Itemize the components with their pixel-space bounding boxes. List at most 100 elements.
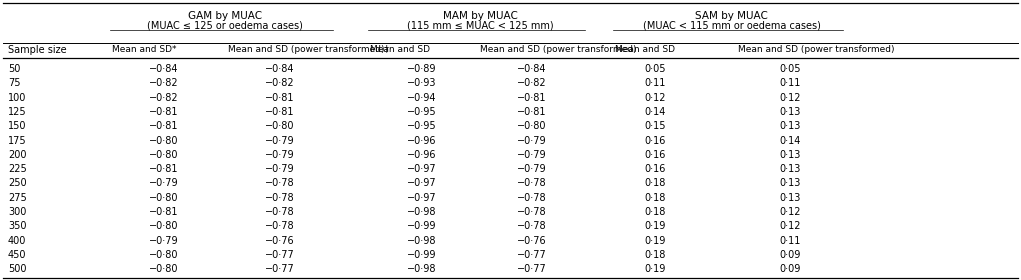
Text: GAM by MUAC: GAM by MUAC bbox=[188, 11, 262, 21]
Text: 0·18: 0·18 bbox=[644, 178, 666, 188]
Text: 0·13: 0·13 bbox=[779, 164, 800, 174]
Text: 0·11: 0·11 bbox=[779, 78, 800, 88]
Text: 175: 175 bbox=[8, 136, 27, 146]
Text: −0·77: −0·77 bbox=[517, 250, 547, 260]
Text: 0·16: 0·16 bbox=[644, 150, 666, 160]
Text: −0·82: −0·82 bbox=[518, 78, 547, 88]
Text: −0·84: −0·84 bbox=[518, 64, 547, 74]
Text: Mean and SD*: Mean and SD* bbox=[112, 45, 177, 55]
Text: 0·16: 0·16 bbox=[644, 136, 666, 146]
Text: −0·80: −0·80 bbox=[149, 193, 179, 203]
Text: (MUAC ≤ 125 or oedema cases): (MUAC ≤ 125 or oedema cases) bbox=[147, 21, 303, 31]
Text: −0·79: −0·79 bbox=[149, 235, 179, 246]
Text: 350: 350 bbox=[8, 221, 27, 231]
Text: −0·95: −0·95 bbox=[407, 121, 437, 131]
Text: −0·80: −0·80 bbox=[518, 121, 547, 131]
Text: 0·13: 0·13 bbox=[779, 150, 800, 160]
Text: −0·99: −0·99 bbox=[407, 221, 437, 231]
Text: 0·16: 0·16 bbox=[644, 164, 666, 174]
Text: (115 mm ≤ MUAC < 125 mm): (115 mm ≤ MUAC < 125 mm) bbox=[406, 21, 553, 31]
Text: 75: 75 bbox=[8, 78, 20, 88]
Text: Mean and SD (power transformed): Mean and SD (power transformed) bbox=[480, 45, 636, 55]
Text: −0·96: −0·96 bbox=[407, 136, 437, 146]
Text: 0·18: 0·18 bbox=[644, 250, 666, 260]
Text: −0·79: −0·79 bbox=[265, 136, 295, 146]
Text: −0·84: −0·84 bbox=[265, 64, 295, 74]
Text: 0·13: 0·13 bbox=[779, 193, 800, 203]
Text: −0·79: −0·79 bbox=[518, 136, 547, 146]
Text: 0·12: 0·12 bbox=[644, 93, 666, 102]
Text: 500: 500 bbox=[8, 264, 27, 274]
Text: Mean and SD: Mean and SD bbox=[370, 45, 430, 55]
Text: −0·89: −0·89 bbox=[407, 64, 437, 74]
Text: 0·18: 0·18 bbox=[644, 193, 666, 203]
Text: −0·80: −0·80 bbox=[149, 136, 179, 146]
Text: −0·78: −0·78 bbox=[518, 221, 547, 231]
Text: −0·96: −0·96 bbox=[407, 150, 437, 160]
Text: 250: 250 bbox=[8, 178, 27, 188]
Text: −0·94: −0·94 bbox=[407, 93, 437, 102]
Text: Mean and SD: Mean and SD bbox=[615, 45, 675, 55]
Text: Mean and SD (power transformed)†: Mean and SD (power transformed)† bbox=[228, 45, 389, 55]
Text: −0·80: −0·80 bbox=[149, 150, 179, 160]
Text: 225: 225 bbox=[8, 164, 27, 174]
Text: −0·97: −0·97 bbox=[407, 164, 437, 174]
Text: −0·80: −0·80 bbox=[149, 264, 179, 274]
Text: 0·11: 0·11 bbox=[779, 235, 800, 246]
Text: −0·79: −0·79 bbox=[518, 164, 547, 174]
Text: −0·81: −0·81 bbox=[149, 107, 179, 117]
Text: −0·78: −0·78 bbox=[265, 193, 295, 203]
Text: −0·79: −0·79 bbox=[265, 164, 295, 174]
Text: 0·19: 0·19 bbox=[644, 221, 666, 231]
Text: −0·97: −0·97 bbox=[407, 193, 437, 203]
Text: 0·12: 0·12 bbox=[779, 221, 800, 231]
Text: −0·97: −0·97 bbox=[407, 178, 437, 188]
Text: −0·81: −0·81 bbox=[518, 107, 547, 117]
Text: −0·81: −0·81 bbox=[149, 207, 179, 217]
Text: −0·78: −0·78 bbox=[518, 193, 547, 203]
Text: −0·78: −0·78 bbox=[265, 207, 295, 217]
Text: 0·19: 0·19 bbox=[644, 235, 666, 246]
Text: 0·09: 0·09 bbox=[779, 264, 800, 274]
Text: 200: 200 bbox=[8, 150, 27, 160]
Text: −0·81: −0·81 bbox=[518, 93, 547, 102]
Text: 0·19: 0·19 bbox=[644, 264, 666, 274]
Text: 0·15: 0·15 bbox=[644, 121, 666, 131]
Text: −0·81: −0·81 bbox=[149, 164, 179, 174]
Text: −0·80: −0·80 bbox=[149, 221, 179, 231]
Text: −0·84: −0·84 bbox=[149, 64, 179, 74]
Text: 400: 400 bbox=[8, 235, 27, 246]
Text: −0·82: −0·82 bbox=[149, 78, 179, 88]
Text: 0·14: 0·14 bbox=[779, 136, 800, 146]
Text: 0·13: 0·13 bbox=[779, 178, 800, 188]
Text: −0·79: −0·79 bbox=[518, 150, 547, 160]
Text: −0·76: −0·76 bbox=[265, 235, 295, 246]
Text: 0·13: 0·13 bbox=[779, 107, 800, 117]
Text: −0·82: −0·82 bbox=[149, 93, 179, 102]
Text: −0·77: −0·77 bbox=[265, 264, 295, 274]
Text: −0·79: −0·79 bbox=[149, 178, 179, 188]
Text: −0·98: −0·98 bbox=[407, 207, 437, 217]
Text: 450: 450 bbox=[8, 250, 27, 260]
Text: −0·80: −0·80 bbox=[265, 121, 295, 131]
Text: 0·05: 0·05 bbox=[644, 64, 666, 74]
Text: −0·76: −0·76 bbox=[518, 235, 547, 246]
Text: 0·05: 0·05 bbox=[779, 64, 800, 74]
Text: −0·81: −0·81 bbox=[265, 107, 295, 117]
Text: 50: 50 bbox=[8, 64, 20, 74]
Text: 0·12: 0·12 bbox=[779, 207, 800, 217]
Text: 0·09: 0·09 bbox=[779, 250, 800, 260]
Text: −0·81: −0·81 bbox=[265, 93, 295, 102]
Text: −0·93: −0·93 bbox=[407, 78, 437, 88]
Text: 0·13: 0·13 bbox=[779, 121, 800, 131]
Text: −0·78: −0·78 bbox=[518, 207, 547, 217]
Text: 0·11: 0·11 bbox=[644, 78, 666, 88]
Text: 100: 100 bbox=[8, 93, 27, 102]
Text: −0·78: −0·78 bbox=[518, 178, 547, 188]
Text: Mean and SD (power transformed): Mean and SD (power transformed) bbox=[738, 45, 894, 55]
Text: −0·95: −0·95 bbox=[407, 107, 437, 117]
Text: −0·80: −0·80 bbox=[149, 250, 179, 260]
Text: 125: 125 bbox=[8, 107, 27, 117]
Text: (MUAC < 115 mm or oedema cases): (MUAC < 115 mm or oedema cases) bbox=[642, 21, 821, 31]
Text: −0·99: −0·99 bbox=[407, 250, 437, 260]
